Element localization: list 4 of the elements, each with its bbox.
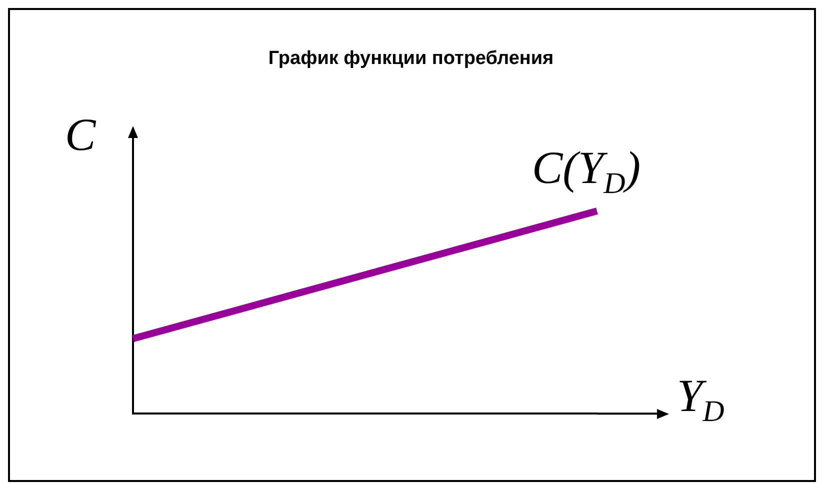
chart-title: График функции потребления [267,48,555,70]
series-label: C(Y$_{D}$) [532,141,641,202]
x-axis-title: Y$_{D}$ [677,368,724,429]
y-axis-title: C [65,108,96,161]
